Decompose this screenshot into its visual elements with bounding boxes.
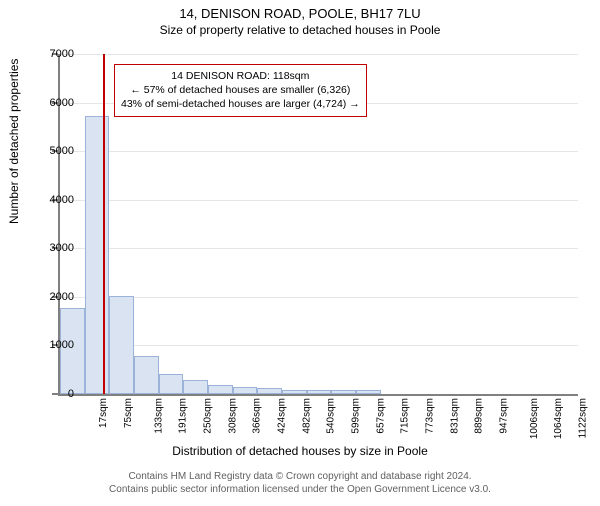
histogram-bar <box>307 390 332 394</box>
x-tick-label: 366sqm <box>252 398 263 434</box>
x-tick-label: 1122sqm <box>577 398 588 438</box>
x-tick-label: 17sqm <box>98 398 109 428</box>
footer-line-1: Contains HM Land Registry data © Crown c… <box>0 470 600 483</box>
x-tick-label: 715sqm <box>400 398 411 434</box>
y-tick-label: 4000 <box>34 194 74 206</box>
histogram-bar <box>356 390 381 394</box>
x-tick-label: 947sqm <box>499 398 510 434</box>
chart-subtitle: Size of property relative to detached ho… <box>0 23 600 37</box>
x-tick-label: 657sqm <box>375 398 386 434</box>
x-tick-label: 308sqm <box>227 398 238 434</box>
histogram-bar <box>109 296 134 394</box>
x-tick-label: 191sqm <box>178 398 189 434</box>
x-tick-label: 540sqm <box>326 398 337 434</box>
x-tick-label: 424sqm <box>277 398 288 434</box>
x-tick-label: 133sqm <box>153 398 164 434</box>
y-tick-label: 3000 <box>34 242 74 254</box>
x-tick-label: 482sqm <box>301 398 312 434</box>
gridline <box>60 200 578 201</box>
gridline <box>60 151 578 152</box>
annotation-line-2: ← 57% of detached houses are smaller (6,… <box>121 83 360 97</box>
x-axis-label: Distribution of detached houses by size … <box>0 444 600 458</box>
y-tick-label: 5000 <box>34 145 74 157</box>
histogram-bar <box>85 116 110 394</box>
histogram-bar <box>257 388 282 394</box>
gridline <box>60 297 578 298</box>
x-tick-label: 1006sqm <box>529 398 540 439</box>
x-tick-label: 75sqm <box>123 398 134 428</box>
footer-line-2: Contains public sector information licen… <box>0 483 600 496</box>
histogram-bar <box>331 390 356 394</box>
histogram-bar <box>183 380 208 394</box>
x-tick-label: 250sqm <box>203 398 214 434</box>
chart-title: 14, DENISON ROAD, POOLE, BH17 7LU <box>0 6 600 21</box>
property-marker-line <box>103 54 105 394</box>
gridline <box>60 54 578 55</box>
y-tick-label: 2000 <box>34 291 74 303</box>
histogram-bar <box>134 356 159 394</box>
gridline <box>60 345 578 346</box>
annotation-line-1: 14 DENISON ROAD: 118sqm <box>121 69 360 83</box>
gridline <box>60 248 578 249</box>
x-tick-label: 773sqm <box>425 398 436 434</box>
y-tick-label: 6000 <box>34 97 74 109</box>
y-tick-label: 1000 <box>34 339 74 351</box>
x-tick-label: 889sqm <box>474 398 485 434</box>
y-tick-label: 0 <box>34 388 74 400</box>
histogram-bar <box>159 374 184 394</box>
x-tick-label: 1064sqm <box>553 398 564 439</box>
x-tick-label: 831sqm <box>449 398 460 434</box>
y-axis-label: Number of detached properties <box>7 59 21 224</box>
histogram-bar <box>233 387 258 394</box>
y-tick-label: 7000 <box>34 48 74 60</box>
annotation-line-3: 43% of semi-detached houses are larger (… <box>121 97 360 111</box>
histogram-bar <box>208 385 233 394</box>
histogram-bar <box>282 390 307 394</box>
annotation-box: 14 DENISON ROAD: 118sqm ← 57% of detache… <box>114 64 367 117</box>
x-tick-label: 599sqm <box>351 398 362 434</box>
chart-footer: Contains HM Land Registry data © Crown c… <box>0 470 600 496</box>
